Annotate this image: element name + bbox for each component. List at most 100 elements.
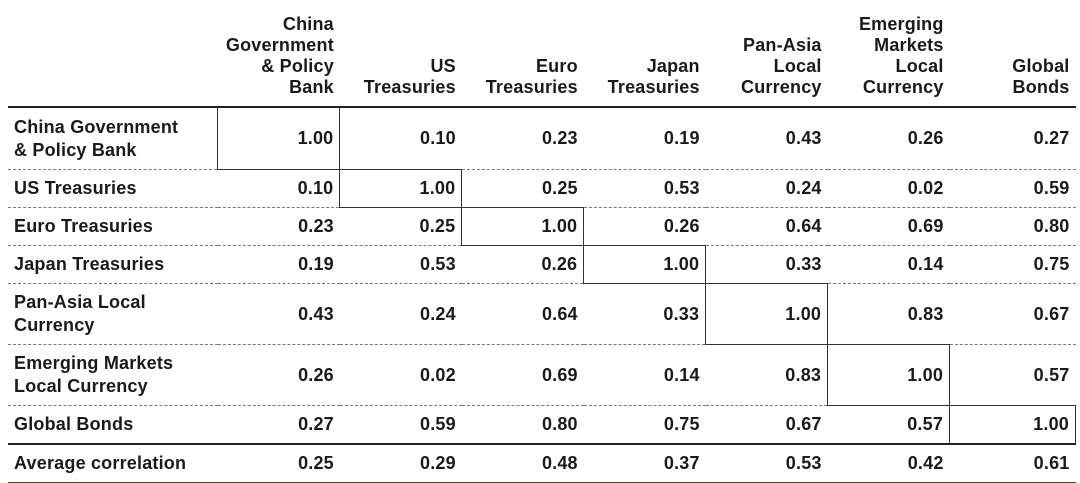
column-header-line: Local [895, 56, 944, 76]
column-header-line: Bonds [1012, 77, 1070, 97]
row-label: China Government & Policy Bank [8, 107, 218, 170]
correlation-cell: 0.26 [217, 344, 340, 406]
correlation-cell: 0.27 [949, 107, 1076, 170]
correlation-cell: 0.10 [339, 107, 462, 170]
correlation-table: China Government & Policy Bank US Treasuries E… [8, 0, 1076, 483]
column-header-line: Bank [289, 77, 334, 97]
column-header-line: Currency [862, 77, 944, 97]
correlation-cell: 0.27 [217, 405, 340, 445]
table-row: Global Bonds 0.27 0.59 0.80 0.75 0.67 0.57 1.00 [8, 405, 1076, 445]
correlation-cell: 0.19 [217, 245, 340, 284]
row-label-line: Japan Treasuries [14, 254, 165, 274]
row-label: Average correlation [8, 443, 218, 483]
correlation-cell: 0.43 [217, 283, 340, 345]
row-label: Pan-Asia Local Currency [8, 283, 218, 345]
correlation-cell: 1.00 [827, 344, 951, 406]
column-header: China Government & Policy Bank [217, 0, 340, 108]
column-header-line: Japan [646, 56, 700, 76]
correlation-cell: 0.23 [217, 207, 340, 246]
correlation-cell: 0.26 [827, 107, 950, 170]
column-header-line: Emerging [858, 14, 944, 34]
column-header-line: China [282, 14, 334, 34]
correlation-cell: 0.24 [705, 169, 828, 208]
row-label-line: Euro Treasuries [14, 216, 154, 236]
correlation-cell: 0.57 [949, 344, 1076, 406]
row-label: Japan Treasuries [8, 245, 218, 284]
column-header-line: Treasuries [607, 77, 700, 97]
table-header: China Government & Policy Bank US Treasuries E… [8, 0, 1076, 108]
header-row: China Government & Policy Bank US Treasuries E… [8, 0, 1076, 108]
column-header: Japan Treasuries [583, 0, 706, 108]
table-row: Emerging Markets Local Currency 0.26 0.02 0.… [8, 344, 1076, 406]
column-header-line: Euro [535, 56, 578, 76]
correlation-cell: 1.00 [583, 245, 707, 284]
row-label: Global Bonds [8, 405, 218, 445]
row-label-line: Average correlation [14, 453, 187, 473]
column-header-line: Local [773, 56, 822, 76]
correlation-cell: 0.10 [217, 169, 340, 208]
correlation-cell: 1.00 [217, 106, 341, 170]
correlation-cell: 0.02 [339, 344, 462, 406]
correlation-cell: 0.64 [461, 283, 584, 345]
row-label-line: Local Currency [14, 376, 148, 396]
correlation-cell: 0.24 [339, 283, 462, 345]
correlation-cell: 1.00 [461, 207, 585, 246]
correlation-cell: 0.57 [827, 405, 950, 445]
correlation-cell: 0.59 [949, 169, 1076, 208]
row-label-line: Emerging Markets [14, 353, 174, 373]
column-header-line: Markets [874, 35, 944, 55]
correlation-cell: 0.69 [827, 207, 950, 246]
average-row: Average correlation 0.25 0.29 0.48 0.37 0.53 0… [8, 443, 1076, 483]
table-row: Japan Treasuries 0.19 0.53 0.26 1.00 0.33 0.14… [8, 245, 1076, 284]
correlation-cell: 0.25 [461, 169, 584, 208]
correlation-cell: 0.67 [705, 405, 828, 445]
row-label: Euro Treasuries [8, 207, 218, 246]
correlation-cell: 0.83 [827, 283, 950, 345]
correlation-cell: 0.26 [583, 207, 706, 246]
column-header-line: Treasuries [363, 77, 456, 97]
column-header: Pan-Asia Local Currency [705, 0, 828, 108]
row-label-line: Pan-Asia Local [14, 292, 146, 312]
correlation-cell: 0.19 [583, 107, 706, 170]
correlation-cell: 0.75 [583, 405, 706, 445]
correlation-cell: 0.75 [949, 245, 1076, 284]
correlation-cell: 0.59 [339, 405, 462, 445]
correlation-cell: 0.14 [583, 344, 706, 406]
row-label: US Treasuries [8, 169, 218, 208]
table-row: Pan-Asia Local Currency 0.43 0.24 0.64 0.33 1.… [8, 283, 1076, 345]
correlation-cell: 0.83 [705, 344, 828, 406]
table-row: US Treasuries 0.10 1.00 0.25 0.53 0.24 0.02 0.5… [8, 169, 1076, 208]
row-label-line: Currency [14, 315, 95, 335]
correlation-cell: 1.00 [949, 405, 1076, 445]
correlation-cell: 0.53 [705, 443, 828, 483]
column-header-line: Pan-Asia [743, 35, 822, 55]
column-header: Euro Treasuries [461, 0, 584, 108]
correlation-cell: 0.14 [827, 245, 950, 284]
column-header: Emerging Markets Local Currency [827, 0, 950, 108]
correlation-cell: 0.69 [461, 344, 584, 406]
row-label-line: US Treasuries [14, 178, 137, 198]
correlation-cell: 0.67 [949, 283, 1076, 345]
column-header-line: Treasuries [485, 77, 578, 97]
header-corner [8, 0, 218, 108]
correlation-cell: 0.25 [339, 207, 462, 246]
column-header-line: US [430, 56, 456, 76]
correlation-cell: 0.26 [461, 245, 584, 284]
column-header-line: & Policy [261, 56, 334, 76]
correlation-cell: 0.64 [705, 207, 828, 246]
column-header: Global Bonds [949, 0, 1076, 108]
correlation-cell: 0.23 [461, 107, 584, 170]
correlation-cell: 0.42 [827, 443, 950, 483]
column-header-line: Global [1012, 56, 1070, 76]
row-label-line: & Policy Bank [14, 139, 137, 160]
correlation-cell: 0.02 [827, 169, 950, 208]
table-row: China Government & Policy Bank 1.00 0.10 0.2… [8, 106, 1076, 170]
table-row: Euro Treasuries 0.23 0.25 1.00 0.26 0.64 0.69 0… [8, 207, 1076, 246]
row-label: Emerging Markets Local Currency [8, 344, 218, 406]
column-header: US Treasuries [339, 0, 462, 108]
column-header-line: Government [225, 35, 334, 55]
correlation-cell: 1.00 [339, 169, 463, 208]
table-body: China Government & Policy Bank 1.00 0.10 0.2… [8, 106, 1076, 483]
correlation-cell: 0.25 [217, 443, 340, 483]
